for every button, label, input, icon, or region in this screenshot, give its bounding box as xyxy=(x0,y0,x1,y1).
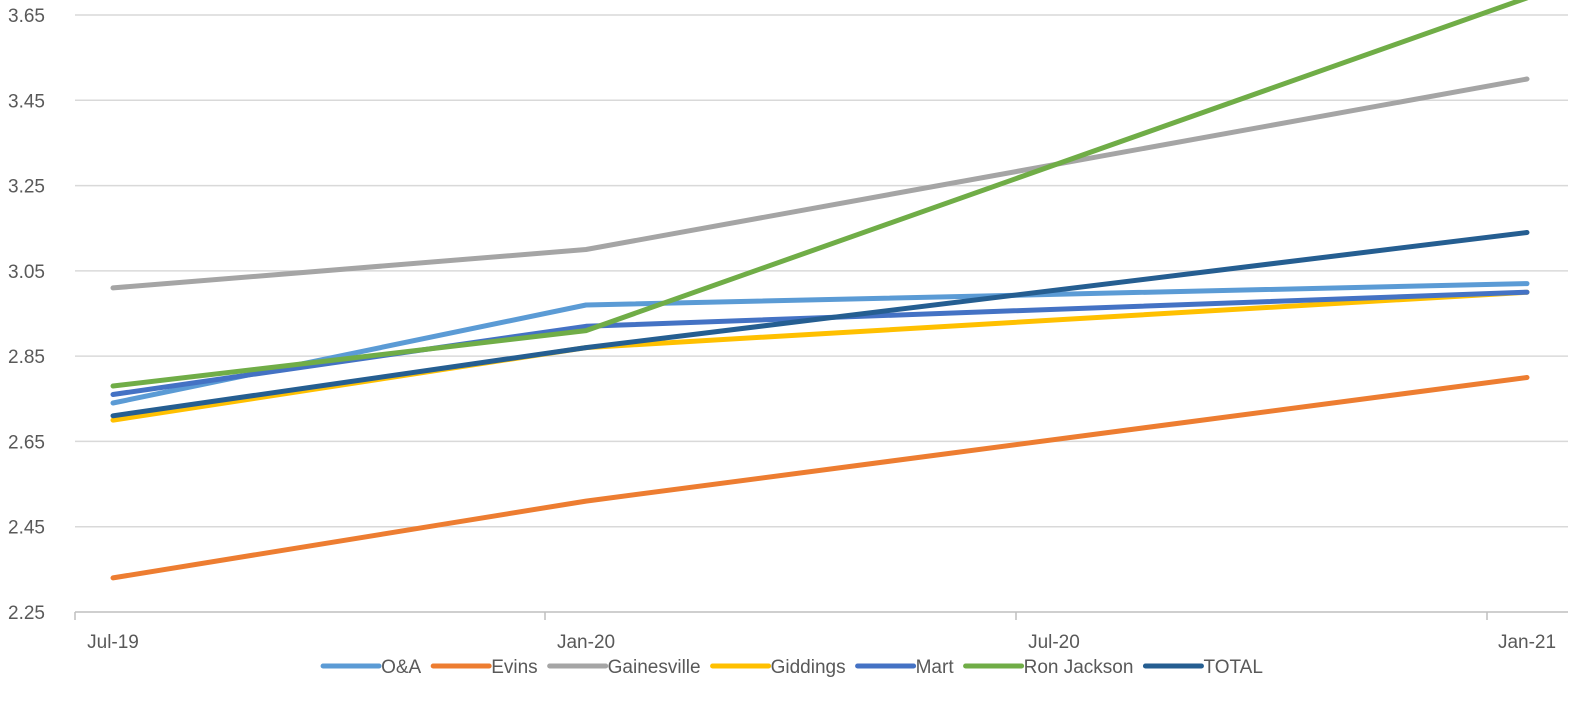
series-lines xyxy=(110,0,1530,581)
x-tick-label: Jan-21 xyxy=(1498,632,1556,653)
y-tick-label: 2.65 xyxy=(8,432,45,453)
legend-label: Ron Jackson xyxy=(1024,657,1134,678)
legend-label: Gainesville xyxy=(608,657,701,678)
legend-label: TOTAL xyxy=(1203,657,1262,678)
x-axis-tick-labels: Jul-19 Jan-20 Jul-20 Jan-21 xyxy=(87,632,1556,653)
y-tick-label: 3.65 xyxy=(8,6,45,27)
legend-label: Giddings xyxy=(771,657,846,678)
x-axis xyxy=(74,611,1568,620)
x-tick-label: Jul-20 xyxy=(1028,632,1080,653)
series-line-total xyxy=(110,230,1530,419)
legend: O&A Evins Gainesville Giddings Mart Ron Jacks… xyxy=(320,657,1263,678)
y-tick-label: 2.45 xyxy=(8,518,45,539)
legend-label: Mart xyxy=(916,657,955,678)
y-tick-label: 2.85 xyxy=(8,347,45,368)
x-tick-label: Jan-20 xyxy=(557,632,615,653)
series-line-ron-jackson xyxy=(110,0,1529,389)
series-line-evins xyxy=(110,375,1530,581)
series-line-mart xyxy=(110,289,1530,397)
y-axis-tick-labels: 2.25 2.45 2.65 2.85 3.05 3.25 3.45 3.65 xyxy=(8,6,45,624)
y-tick-label: 3.45 xyxy=(8,91,45,112)
y-tick-label: 3.25 xyxy=(8,177,45,198)
x-tick-label: Jul-19 xyxy=(87,632,139,653)
legend-label: Evins xyxy=(491,657,537,678)
y-tick-label: 2.25 xyxy=(8,603,45,624)
y-tick-label: 3.05 xyxy=(8,262,45,283)
legend-label: O&A xyxy=(381,657,421,678)
series-line-gainesville xyxy=(110,76,1530,291)
